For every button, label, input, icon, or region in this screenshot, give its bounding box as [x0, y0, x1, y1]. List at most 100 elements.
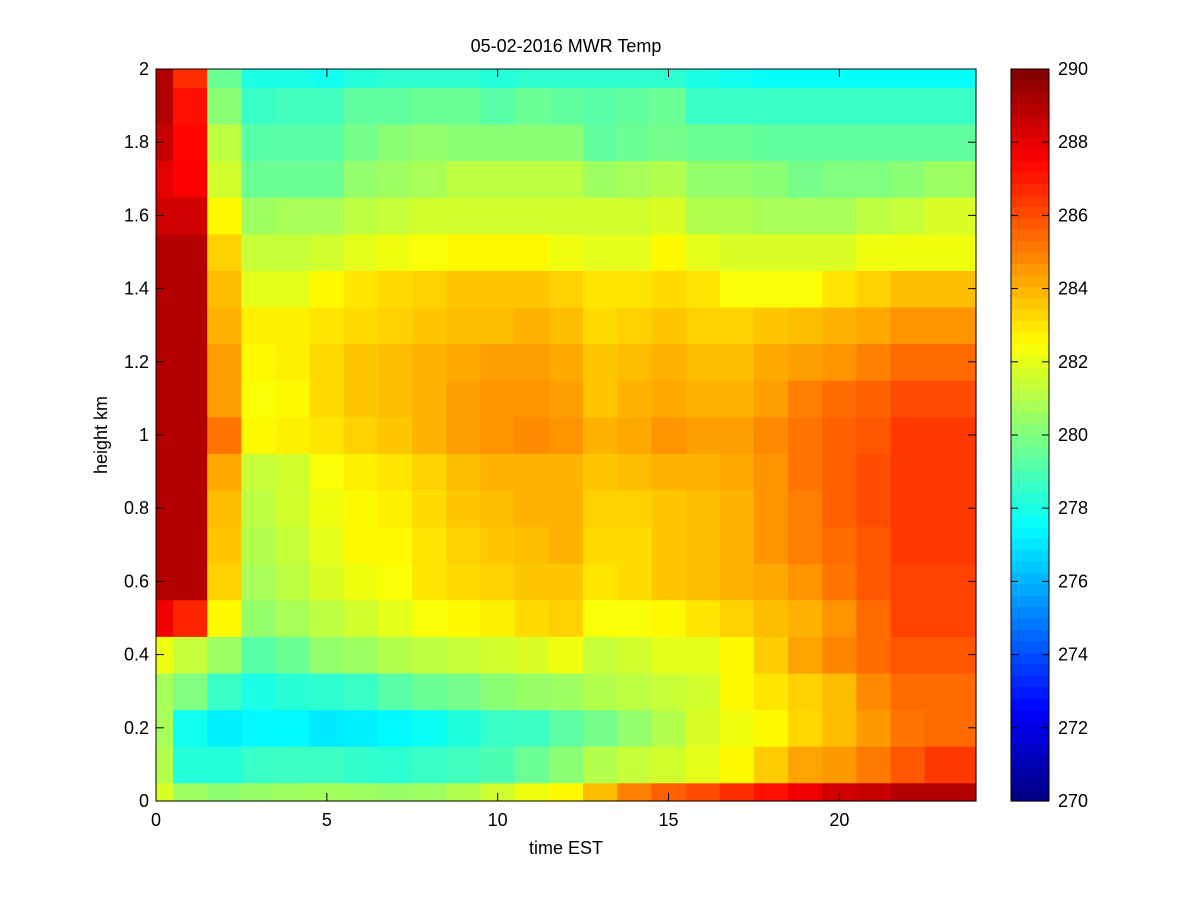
heatmap-cell [685, 380, 721, 418]
heatmap-cell [309, 123, 345, 162]
heatmap-cell [343, 123, 379, 162]
heatmap-cell [378, 123, 413, 162]
heatmap-cell [378, 160, 413, 198]
heatmap-cell [412, 343, 448, 381]
colorbar-tick-label: 290 [1058, 59, 1088, 79]
heatmap-cell [275, 233, 311, 271]
heatmap-cell [685, 636, 721, 674]
heatmap-cell [412, 123, 448, 162]
heatmap-cell [822, 69, 858, 88]
heatmap-cell [651, 197, 687, 235]
heatmap-cell [617, 197, 653, 235]
heatmap-cell [856, 123, 892, 162]
heatmap-cell [753, 123, 789, 162]
heatmap-cell [924, 746, 960, 784]
y-tick-label: 1.6 [124, 205, 149, 225]
heatmap-cell [173, 69, 208, 88]
heatmap-cell [788, 416, 823, 454]
heatmap-cell [788, 233, 823, 271]
heatmap-cell [173, 672, 208, 711]
heatmap-cell [548, 87, 584, 125]
heatmap-cell [156, 123, 174, 162]
colorbar-tick-label: 284 [1058, 279, 1088, 299]
colorbar-segment [1011, 480, 1049, 493]
heatmap-cell [583, 69, 618, 88]
heatmap-cell [753, 563, 789, 601]
heatmap-cell [207, 233, 243, 271]
heatmap-cell [822, 746, 858, 784]
heatmap-cell [753, 746, 789, 784]
heatmap-cell [207, 380, 243, 418]
heatmap-cell [617, 87, 653, 125]
heatmap-cell [924, 123, 960, 162]
heatmap-cell [275, 416, 311, 454]
heatmap-cell [651, 453, 687, 491]
heatmap-cell [719, 270, 755, 308]
heatmap-cell [207, 782, 243, 802]
heatmap-cell [856, 306, 892, 345]
colorbar-segment [1011, 469, 1049, 482]
heatmap-cell [583, 270, 618, 308]
heatmap-cell [753, 599, 789, 637]
heatmap-cell [856, 197, 892, 235]
heatmap-cell [173, 197, 208, 235]
heatmap-cell [651, 672, 687, 711]
heatmap-cell [480, 709, 516, 747]
colorbar-segment [1011, 377, 1049, 390]
heatmap-cell [958, 270, 977, 308]
colorbar-tick-label: 274 [1058, 645, 1088, 665]
heatmap-cell [719, 599, 755, 637]
heatmap-cell [719, 416, 755, 454]
heatmap-cell [822, 709, 858, 747]
heatmap-cell [412, 87, 448, 125]
heatmap-cell [309, 563, 345, 601]
heatmap-cell [241, 746, 277, 784]
heatmap-cell [275, 123, 311, 162]
heatmap-cell [480, 599, 516, 637]
heatmap-cell [617, 489, 653, 528]
heatmap-cell [924, 636, 960, 674]
heatmap-cell [924, 343, 960, 381]
heatmap-cell [514, 197, 550, 235]
heatmap-cell [378, 416, 413, 454]
heatmap-cell [958, 416, 977, 454]
colorbar-segment [1011, 743, 1049, 756]
heatmap-cell [822, 270, 858, 308]
heatmap-cell [309, 746, 345, 784]
heatmap-cell [514, 489, 550, 528]
heatmap-cell [480, 672, 516, 711]
heatmap-cell [617, 160, 653, 198]
heatmap-cell [719, 160, 755, 198]
heatmap-cell [343, 270, 379, 308]
heatmap-cell [719, 69, 755, 88]
heatmap-cell [753, 306, 789, 345]
colorbar-segment [1011, 457, 1049, 470]
heatmap-cell [156, 636, 174, 674]
heatmap-cell [753, 636, 789, 674]
heatmap-cell [378, 270, 413, 308]
x-tick-label: 0 [151, 810, 161, 830]
heatmap-cell [651, 599, 687, 637]
x-tick-label: 15 [658, 810, 678, 830]
heatmap-cell [890, 563, 926, 601]
heatmap-cell [378, 563, 413, 601]
heatmap-cell [241, 709, 277, 747]
heatmap-cell [651, 563, 687, 601]
heatmap-cell [890, 270, 926, 308]
colorbar-segment [1011, 137, 1049, 150]
heatmap-cell [343, 672, 379, 711]
heatmap-cell [958, 489, 977, 528]
heatmap-cell [412, 746, 448, 784]
colorbar-segment [1011, 446, 1049, 459]
heatmap-cell [514, 782, 550, 802]
heatmap-cell [651, 489, 687, 528]
colorbar-tick-label: 280 [1058, 425, 1088, 445]
heatmap-cell [412, 160, 448, 198]
heatmap-cell [275, 746, 311, 784]
heatmap-cell [822, 489, 858, 528]
heatmap-cell [275, 709, 311, 747]
heatmap-cell [378, 526, 413, 564]
heatmap-cell [309, 672, 345, 711]
heatmap-cell [548, 197, 584, 235]
heatmap-cell [548, 599, 584, 637]
